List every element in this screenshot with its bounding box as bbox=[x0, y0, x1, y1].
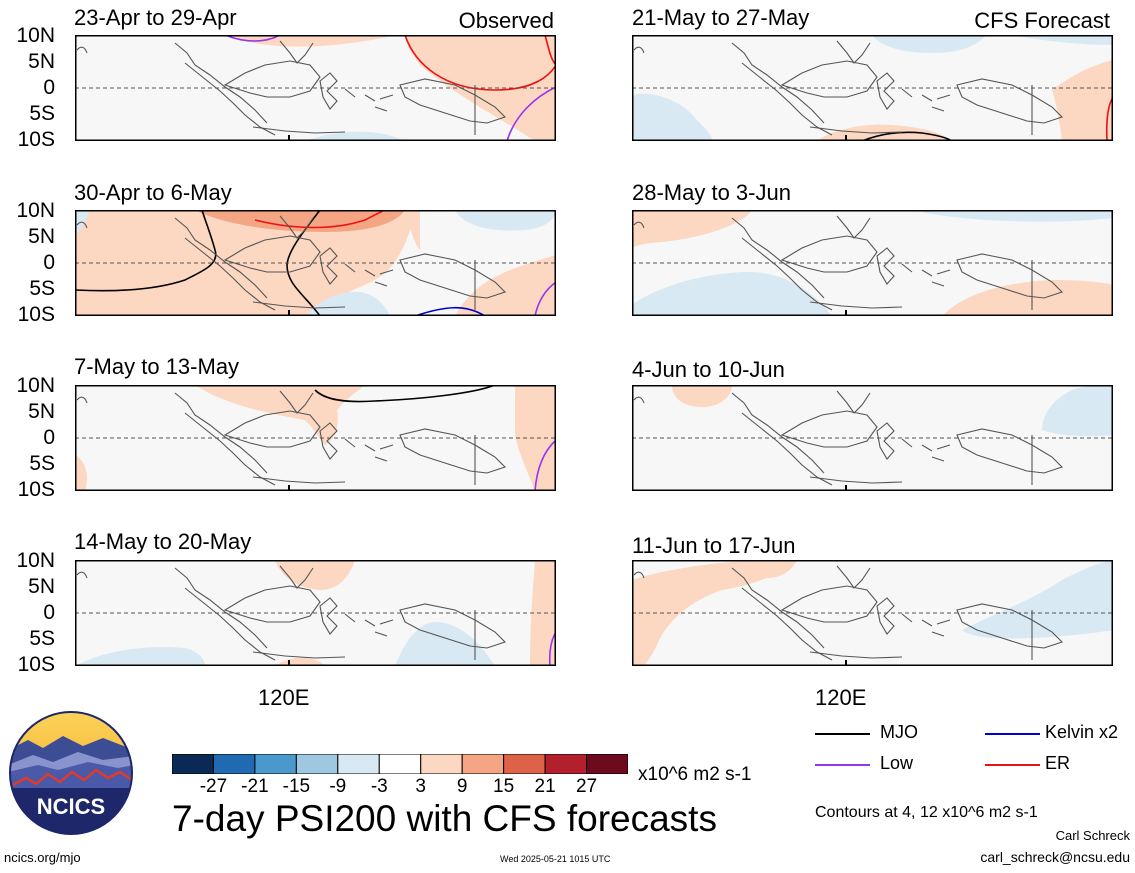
ylabel-10s: 10S bbox=[17, 653, 55, 676]
colorbar-tick-label: -15 bbox=[282, 776, 311, 797]
ylabel-5s: 5S bbox=[29, 277, 55, 300]
colorbar-tick-label: -9 bbox=[329, 776, 347, 797]
footer-url[interactable]: ncics.org/mjo bbox=[4, 850, 81, 865]
colorbar-swatch bbox=[172, 754, 214, 774]
ylabel-10s: 10S bbox=[17, 303, 55, 326]
colorbar-swatch bbox=[461, 754, 505, 774]
contours-note: Contours at 4, 12 x10^6 m2 s-1 bbox=[815, 804, 1038, 821]
colorbar-tick-label: 9 bbox=[456, 776, 468, 797]
colorbar-tick-label: -27 bbox=[199, 776, 228, 797]
forecast-label: CFS Forecast bbox=[974, 8, 1110, 33]
logo-text: NCICS bbox=[37, 794, 105, 819]
legend-label-kelvin: Kelvin x2 bbox=[1045, 722, 1119, 742]
panel-title-fc-1: 21-May to 27-May bbox=[632, 5, 810, 30]
ylabel-5n: 5N bbox=[28, 225, 55, 248]
panel-title-obs-4: 14-May to 20-May bbox=[74, 529, 252, 554]
colorbar-swatch bbox=[586, 754, 628, 774]
panel-title-fc-4: 11-Jun to 17-Jun bbox=[632, 533, 796, 558]
colorbar-swatch bbox=[544, 754, 588, 774]
colorbar-tick-label: -3 bbox=[370, 776, 388, 797]
xlabel-120e-left: 120E bbox=[258, 685, 310, 710]
ylabel-0: 0 bbox=[43, 251, 55, 274]
map-panel-obs-2 bbox=[75, 210, 556, 316]
xlabel-120e-right: 120E bbox=[815, 685, 867, 710]
map-panel-fc-2 bbox=[632, 210, 1113, 316]
map-panel-fc-3 bbox=[632, 385, 1113, 491]
panel-title-obs-3: 7-May to 13-May bbox=[74, 354, 240, 379]
ylabel-5n: 5N bbox=[28, 50, 55, 73]
colorbar-swatch bbox=[295, 754, 339, 774]
colorbar-swatch bbox=[337, 754, 380, 774]
observed-label: Observed bbox=[458, 8, 554, 33]
colorbar bbox=[172, 754, 628, 774]
ylabel-0: 0 bbox=[43, 601, 55, 624]
ylabel-5s: 5S bbox=[29, 102, 55, 125]
ylabel-0: 0 bbox=[43, 76, 55, 99]
ncics-logo: NCICS bbox=[9, 711, 133, 835]
colorbar-tick-label: 21 bbox=[534, 776, 556, 797]
ylabel-10n: 10N bbox=[16, 24, 55, 47]
ylabel-5n: 5N bbox=[28, 575, 55, 598]
colorbar-swatch bbox=[378, 754, 422, 774]
ylabel-5n: 5N bbox=[28, 400, 55, 423]
footer-email[interactable]: carl_schreck@ncsu.edu bbox=[980, 849, 1130, 865]
panel-title-fc-2: 28-May to 3-Jun bbox=[632, 180, 791, 205]
legend-line-kelvin bbox=[985, 733, 1040, 735]
ylabel-10s: 10S bbox=[17, 128, 55, 151]
legend-label-low: Low bbox=[880, 753, 914, 773]
colorbar-swatch bbox=[254, 754, 297, 774]
colorbar-units: x10^6 m2 s-1 bbox=[638, 764, 752, 785]
ylabel-0: 0 bbox=[43, 426, 55, 449]
legend-line-er bbox=[985, 764, 1040, 766]
map-panel-fc-1 bbox=[632, 35, 1113, 141]
map-panel-obs-4 bbox=[75, 560, 556, 666]
footer-author: Carl Schreck bbox=[1055, 828, 1130, 843]
panel-title-obs-1: 23-Apr to 29-Apr bbox=[74, 5, 237, 30]
panel-title-fc-3: 4-Jun to 10-Jun bbox=[632, 357, 785, 382]
colorbar-swatch bbox=[212, 754, 256, 774]
ylabel-10s: 10S bbox=[17, 478, 55, 501]
legend-label-er: ER bbox=[1045, 753, 1071, 773]
ylabel-10n: 10N bbox=[16, 199, 55, 222]
legend-line-mjo bbox=[815, 733, 870, 735]
map-panel-fc-4 bbox=[632, 560, 1113, 666]
main-title: 7-day PSI200 with CFS forecasts bbox=[172, 798, 717, 839]
panel-title-obs-2: 30-Apr to 6-May bbox=[74, 180, 232, 205]
legend-label-mjo: MJO bbox=[880, 722, 918, 742]
ylabel-5s: 5S bbox=[29, 627, 55, 650]
legend-line-low bbox=[815, 764, 870, 766]
colorbar-tick-label: -21 bbox=[241, 776, 269, 797]
ylabel-10n: 10N bbox=[16, 374, 55, 397]
colorbar-swatch bbox=[503, 754, 546, 774]
colorbar-swatch bbox=[420, 754, 463, 774]
map-panel-obs-1 bbox=[75, 35, 556, 141]
colorbar-tick-label: 3 bbox=[415, 776, 426, 797]
colorbar-tick-label: 15 bbox=[493, 776, 515, 797]
ylabel-10n: 10N bbox=[16, 549, 55, 572]
footer-timestamp: Wed 2025-05-21 1015 UTC bbox=[500, 854, 611, 864]
colorbar-tick-label: 27 bbox=[575, 776, 598, 797]
map-panel-obs-3 bbox=[75, 385, 556, 491]
ylabel-5s: 5S bbox=[29, 452, 55, 475]
